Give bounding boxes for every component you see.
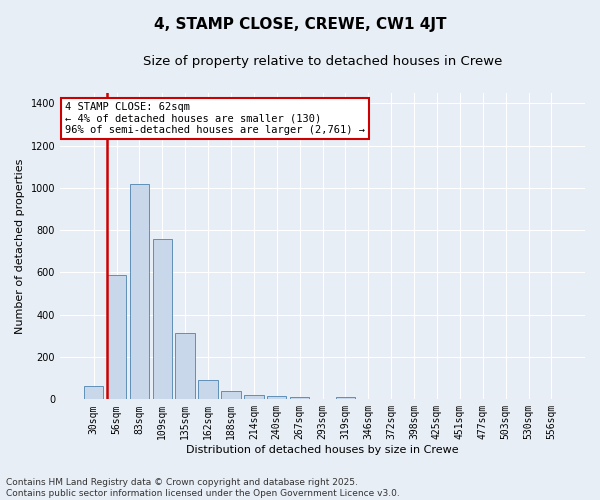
Bar (84, 386, 103, 400)
Title: Size of property relative to detached houses in Crewe: Size of property relative to detached ho… (143, 55, 502, 68)
Y-axis label: Number of detached properties: Number of detached properties (15, 158, 25, 334)
Bar (199, 380, 218, 400)
Text: 4 STAMP CLOSE: 62sqm
← 4% of detached houses are smaller (130)
96% of semi-detac: 4 STAMP CLOSE: 62sqm ← 4% of detached ho… (65, 102, 365, 135)
Bar (175, 332, 195, 400)
Bar (152, 238, 172, 400)
Bar (221, 392, 241, 400)
Bar (267, 396, 286, 400)
Bar (335, 397, 355, 400)
Bar (107, 274, 126, 400)
Bar (290, 397, 310, 400)
Text: Contains HM Land Registry data © Crown copyright and database right 2025.
Contai: Contains HM Land Registry data © Crown c… (6, 478, 400, 498)
Text: 4, STAMP CLOSE, CREWE, CW1 4JT: 4, STAMP CLOSE, CREWE, CW1 4JT (154, 18, 446, 32)
Bar (244, 394, 263, 400)
Bar (130, 184, 149, 400)
X-axis label: Distribution of detached houses by size in Crewe: Distribution of detached houses by size … (186, 445, 459, 455)
